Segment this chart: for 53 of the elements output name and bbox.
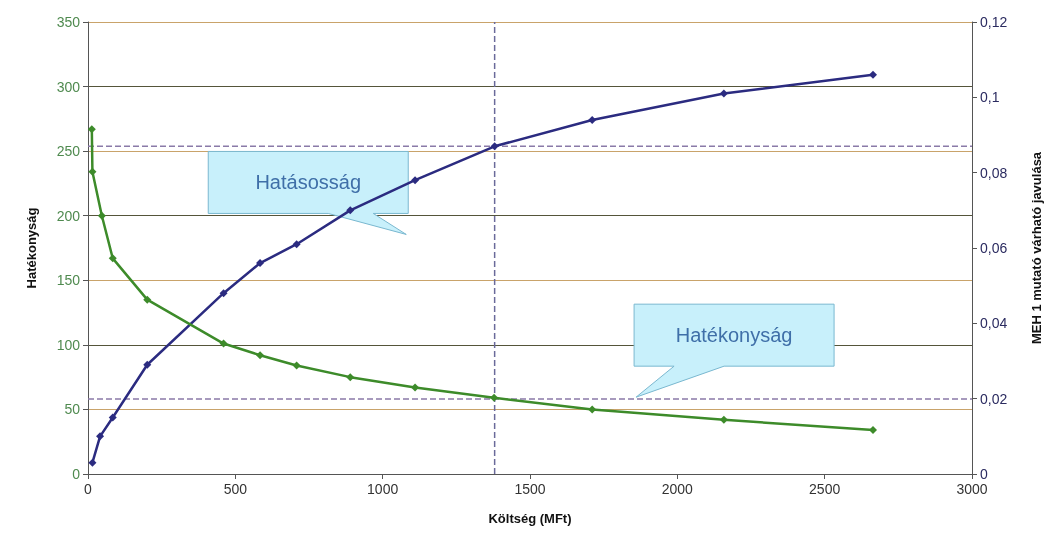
point [88,458,97,467]
y-tick-label: 250 [56,143,81,160]
point [87,125,96,134]
x-tick-label: 2500 [809,481,841,497]
point [588,115,597,124]
x-tick-label: 1000 [367,481,399,497]
y2-tick-label: 0,08 [980,164,1008,181]
point [143,360,152,369]
y2-tick-label: 0,06 [980,240,1008,256]
x-tick-label: 2000 [661,481,694,497]
point [411,383,420,392]
point [88,167,97,176]
x-tick-label: 1500 [514,481,546,497]
annotation: Hatásosság [255,171,362,194]
point [868,70,877,79]
x-axis-title: Költség (MFt) [488,511,572,526]
point [219,289,228,298]
point [588,405,597,414]
y-tick-label: 300 [56,78,81,95]
point [96,432,105,441]
annotation: Hatékonyság [675,324,793,347]
y2-tick-label: 0,02 [980,390,1008,407]
x-tick-label: 0 [84,481,93,497]
y-tick-label: 0 [72,466,81,482]
point [411,176,420,185]
point [346,373,355,382]
y-tick-label: 150 [56,272,81,289]
y2-tick-label: 0,04 [980,315,1008,332]
point [97,211,106,220]
y-tick-label: 350 [56,14,81,30]
point [490,393,499,402]
point [143,295,152,304]
point [219,339,228,348]
point [108,413,117,422]
y2-tick-label: 0 [980,466,988,482]
y-tick-label: 100 [56,336,81,353]
point [256,259,265,268]
x-tick-label: 500 [223,481,248,497]
y-tick-label: 50 [64,401,81,418]
point [490,142,499,151]
y2-tick-label: 0,1 [980,89,1000,106]
point [292,240,301,249]
point [108,254,117,263]
point [346,206,355,215]
point [292,361,301,370]
y-axis-title: Hatékonyság [24,207,39,289]
point [719,415,728,424]
y2-tick-label: 0,12 [980,14,1008,30]
y2-axis-title: MEH 1 mutató várható javulása [1029,151,1044,345]
point [719,89,728,98]
x-tick-label: 3000 [956,481,988,497]
y-tick-label: 200 [56,207,81,224]
point [256,351,265,360]
